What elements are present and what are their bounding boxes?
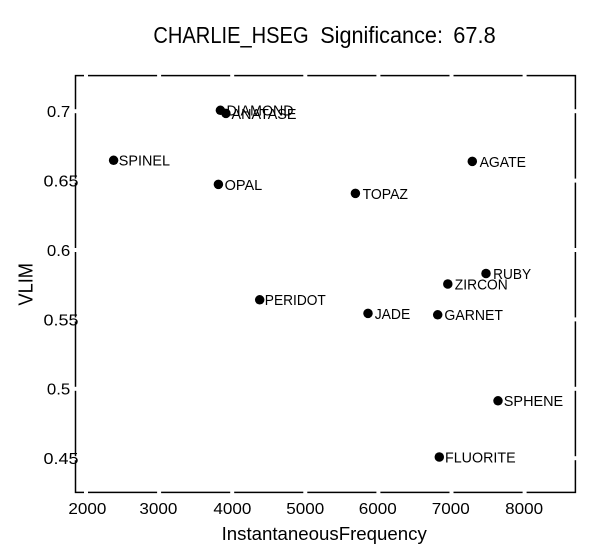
svg-text:0.45: 0.45 [44, 451, 79, 468]
svg-text:TOPAZ: TOPAZ [363, 187, 408, 203]
svg-text:0.55: 0.55 [44, 312, 79, 329]
svg-text:PERIDOT: PERIDOT [265, 293, 326, 309]
svg-text:5000: 5000 [286, 501, 324, 518]
svg-text:SPHENE: SPHENE [504, 394, 564, 410]
svg-text:6000: 6000 [359, 501, 397, 518]
svg-text:8000: 8000 [505, 501, 543, 518]
svg-text:4000: 4000 [213, 501, 251, 518]
svg-text:0.65: 0.65 [44, 174, 79, 191]
svg-text:ZIRCON: ZIRCON [455, 277, 508, 293]
svg-text:0.7: 0.7 [47, 104, 70, 121]
svg-text:7000: 7000 [432, 501, 470, 518]
svg-text:GARNET: GARNET [444, 308, 503, 324]
svg-text:3000: 3000 [139, 501, 177, 518]
svg-text:RUBY: RUBY [493, 267, 531, 283]
svg-text:InstantaneousFrequency: InstantaneousFrequency [222, 524, 427, 544]
svg-text:FLUORITE: FLUORITE [445, 450, 516, 466]
svg-text:AGATE: AGATE [480, 155, 527, 171]
svg-text:CHARLIE_HSEG: CHARLIE_HSEG [153, 22, 308, 48]
svg-text:0.5: 0.5 [47, 382, 70, 399]
svg-text:JADE: JADE [375, 307, 411, 323]
svg-text:2000: 2000 [68, 501, 106, 518]
svg-text:VLIM: VLIM [16, 263, 38, 306]
svg-text:Significance:: Significance: [320, 22, 443, 48]
svg-text:OPAL: OPAL [225, 178, 263, 194]
svg-text:0.6: 0.6 [47, 243, 70, 260]
svg-text:DIAMOND: DIAMOND [227, 104, 294, 120]
svg-text:67.8: 67.8 [453, 22, 495, 48]
svg-text:ANATASE: ANATASE [232, 107, 297, 123]
svg-text:SPINEL: SPINEL [119, 154, 170, 170]
